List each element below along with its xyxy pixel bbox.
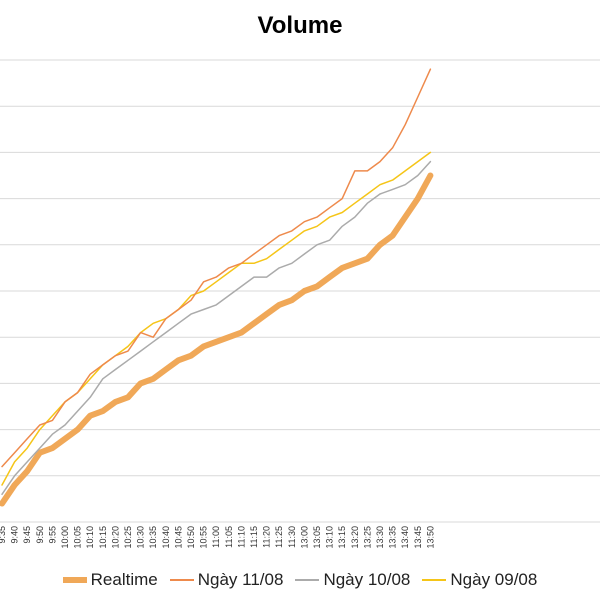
x-tick-label: 9:35: [0, 526, 7, 544]
x-tick-label: 13:45: [413, 526, 423, 549]
chart-title: Volume: [257, 12, 343, 39]
chart-legend: Realtime Ngày 11/08 Ngày 10/08 Ngày 09/08: [0, 566, 600, 594]
x-tick-label: 13:30: [375, 526, 385, 549]
x-tick-label: 9:50: [35, 526, 45, 544]
legend-swatch: [295, 579, 320, 581]
x-tick-label: 9:40: [10, 526, 20, 544]
x-tick-label: 11:20: [262, 526, 272, 548]
x-tick-label: 10:15: [98, 526, 108, 549]
legend-label: Realtime: [90, 570, 158, 589]
x-tick-label: 13:35: [388, 526, 398, 549]
x-tick-label: 10:00: [60, 526, 70, 549]
legend-swatch: [169, 579, 194, 581]
x-tick-label: 9:45: [22, 526, 32, 544]
x-tick-label: 13:40: [400, 526, 410, 549]
legend-item: Realtime: [62, 570, 158, 590]
x-tick-label: 11:25: [274, 526, 284, 548]
x-tick-label: 11:05: [224, 526, 234, 548]
x-tick-label: 11:15: [249, 526, 259, 548]
x-axis-tick-labels: 9:35 9:40 9:45 9:50 9:55 10:00 10:05 10:10 10:15…: [0, 526, 435, 549]
legend-label: Ngày 09/08: [450, 570, 538, 589]
legend-item: Ngày 10/08: [295, 570, 410, 590]
x-tick-label: 13:50: [425, 526, 435, 549]
x-tick-label: 10:05: [73, 526, 83, 549]
x-tick-label: 10:30: [136, 526, 146, 549]
legend-label: Ngày 11/08: [197, 570, 284, 589]
x-tick-label: 10:20: [110, 526, 120, 549]
x-tick-label: 10:45: [173, 526, 183, 549]
x-tick-label: 13:05: [312, 526, 322, 549]
x-tick-label: 13:20: [350, 526, 360, 549]
x-tick-label: 13:00: [299, 526, 309, 549]
x-tick-label: 10:25: [123, 526, 133, 549]
x-tick-label: 10:55: [199, 526, 209, 549]
x-tick-label: 13:10: [325, 526, 335, 549]
x-tick-label: 11:30: [287, 526, 297, 548]
x-tick-label: 13:15: [337, 526, 347, 549]
series-line-1: [1, 68, 432, 468]
legend-item: Ngày 09/08: [422, 570, 537, 590]
x-tick-label: 10:35: [148, 526, 158, 549]
x-tick-label: 10:40: [161, 526, 171, 549]
x-tick-label: 13:25: [362, 526, 372, 549]
legend-item: Ngày 11/08: [169, 570, 284, 590]
x-tick-label: 10:10: [85, 526, 95, 549]
legend-label: Ngày 10/08: [323, 570, 411, 589]
x-tick-label: 10:50: [186, 526, 196, 549]
series-line-0: [0, 172, 434, 507]
series-lines: [0, 68, 434, 507]
x-tick-label: 11:10: [236, 526, 246, 548]
series-line-2: [1, 160, 432, 496]
x-tick-label: 9:55: [47, 526, 57, 544]
x-tick-label: 11:00: [211, 526, 221, 548]
legend-swatch: [62, 577, 87, 583]
legend-swatch: [422, 579, 447, 581]
